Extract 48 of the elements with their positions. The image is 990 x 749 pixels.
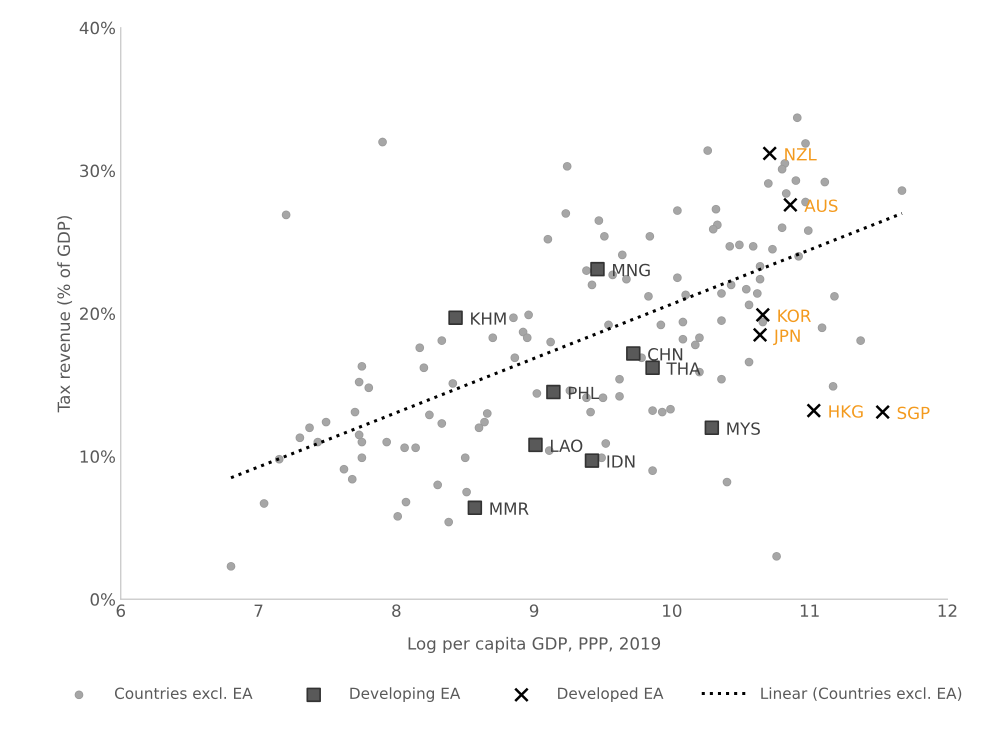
annotation: MNG [613,264,650,276]
annotation: LAO [551,439,582,452]
x-tick-label: 7 [254,604,262,617]
point [546,384,561,400]
point [528,438,543,452]
point [448,310,463,325]
x-tick-label: 6 [116,604,126,617]
x-axis-title: Log per capita GDP, PPP, 2019 [408,636,660,653]
annotation: HKG [829,405,863,418]
annotation: JPN [773,330,800,346]
point [584,453,600,468]
annotation: THA [666,362,700,375]
x-tick-label: 8 [392,604,400,617]
legend-label: Developed EA [558,687,664,702]
annotation: PHL [568,386,600,399]
annotation: MMR [490,502,529,515]
annotation: SGP [898,406,930,420]
annotation: NZL [785,148,817,160]
y-tick-label: 20% [80,307,115,320]
point [468,500,482,515]
point [590,262,605,276]
point [752,327,768,342]
y-axis-title: Tax revenue (% of GDP) [57,216,72,412]
annotation: KHM [471,312,506,325]
y-tick-label: 0% [90,593,115,606]
annotation: IDN [607,455,634,468]
annotation: KOR [778,309,811,322]
point [626,346,641,361]
x-tick-label: 10 [663,604,682,617]
point [645,360,660,375]
y-tick-label: 10% [80,450,115,463]
point [875,404,890,420]
y-tick-label: 40% [80,22,115,34]
legend-label: Developing EA [350,687,460,702]
legend-label: Linear (Countries excl. EA) [761,687,962,701]
y-tick-label: 30% [80,164,115,178]
point [782,197,798,212]
annotation: MYS [727,422,760,435]
point [704,420,720,435]
annotation: CHN [648,348,682,361]
legend-label: Countries excl. EA [114,687,252,700]
x-tick-label: 9 [530,604,538,617]
point [755,307,770,322]
x-tick-label: 11 [800,604,819,617]
point [806,403,822,418]
annotation: AUS [804,199,838,212]
x-tick-label: 12 [938,604,956,617]
point [762,146,778,161]
